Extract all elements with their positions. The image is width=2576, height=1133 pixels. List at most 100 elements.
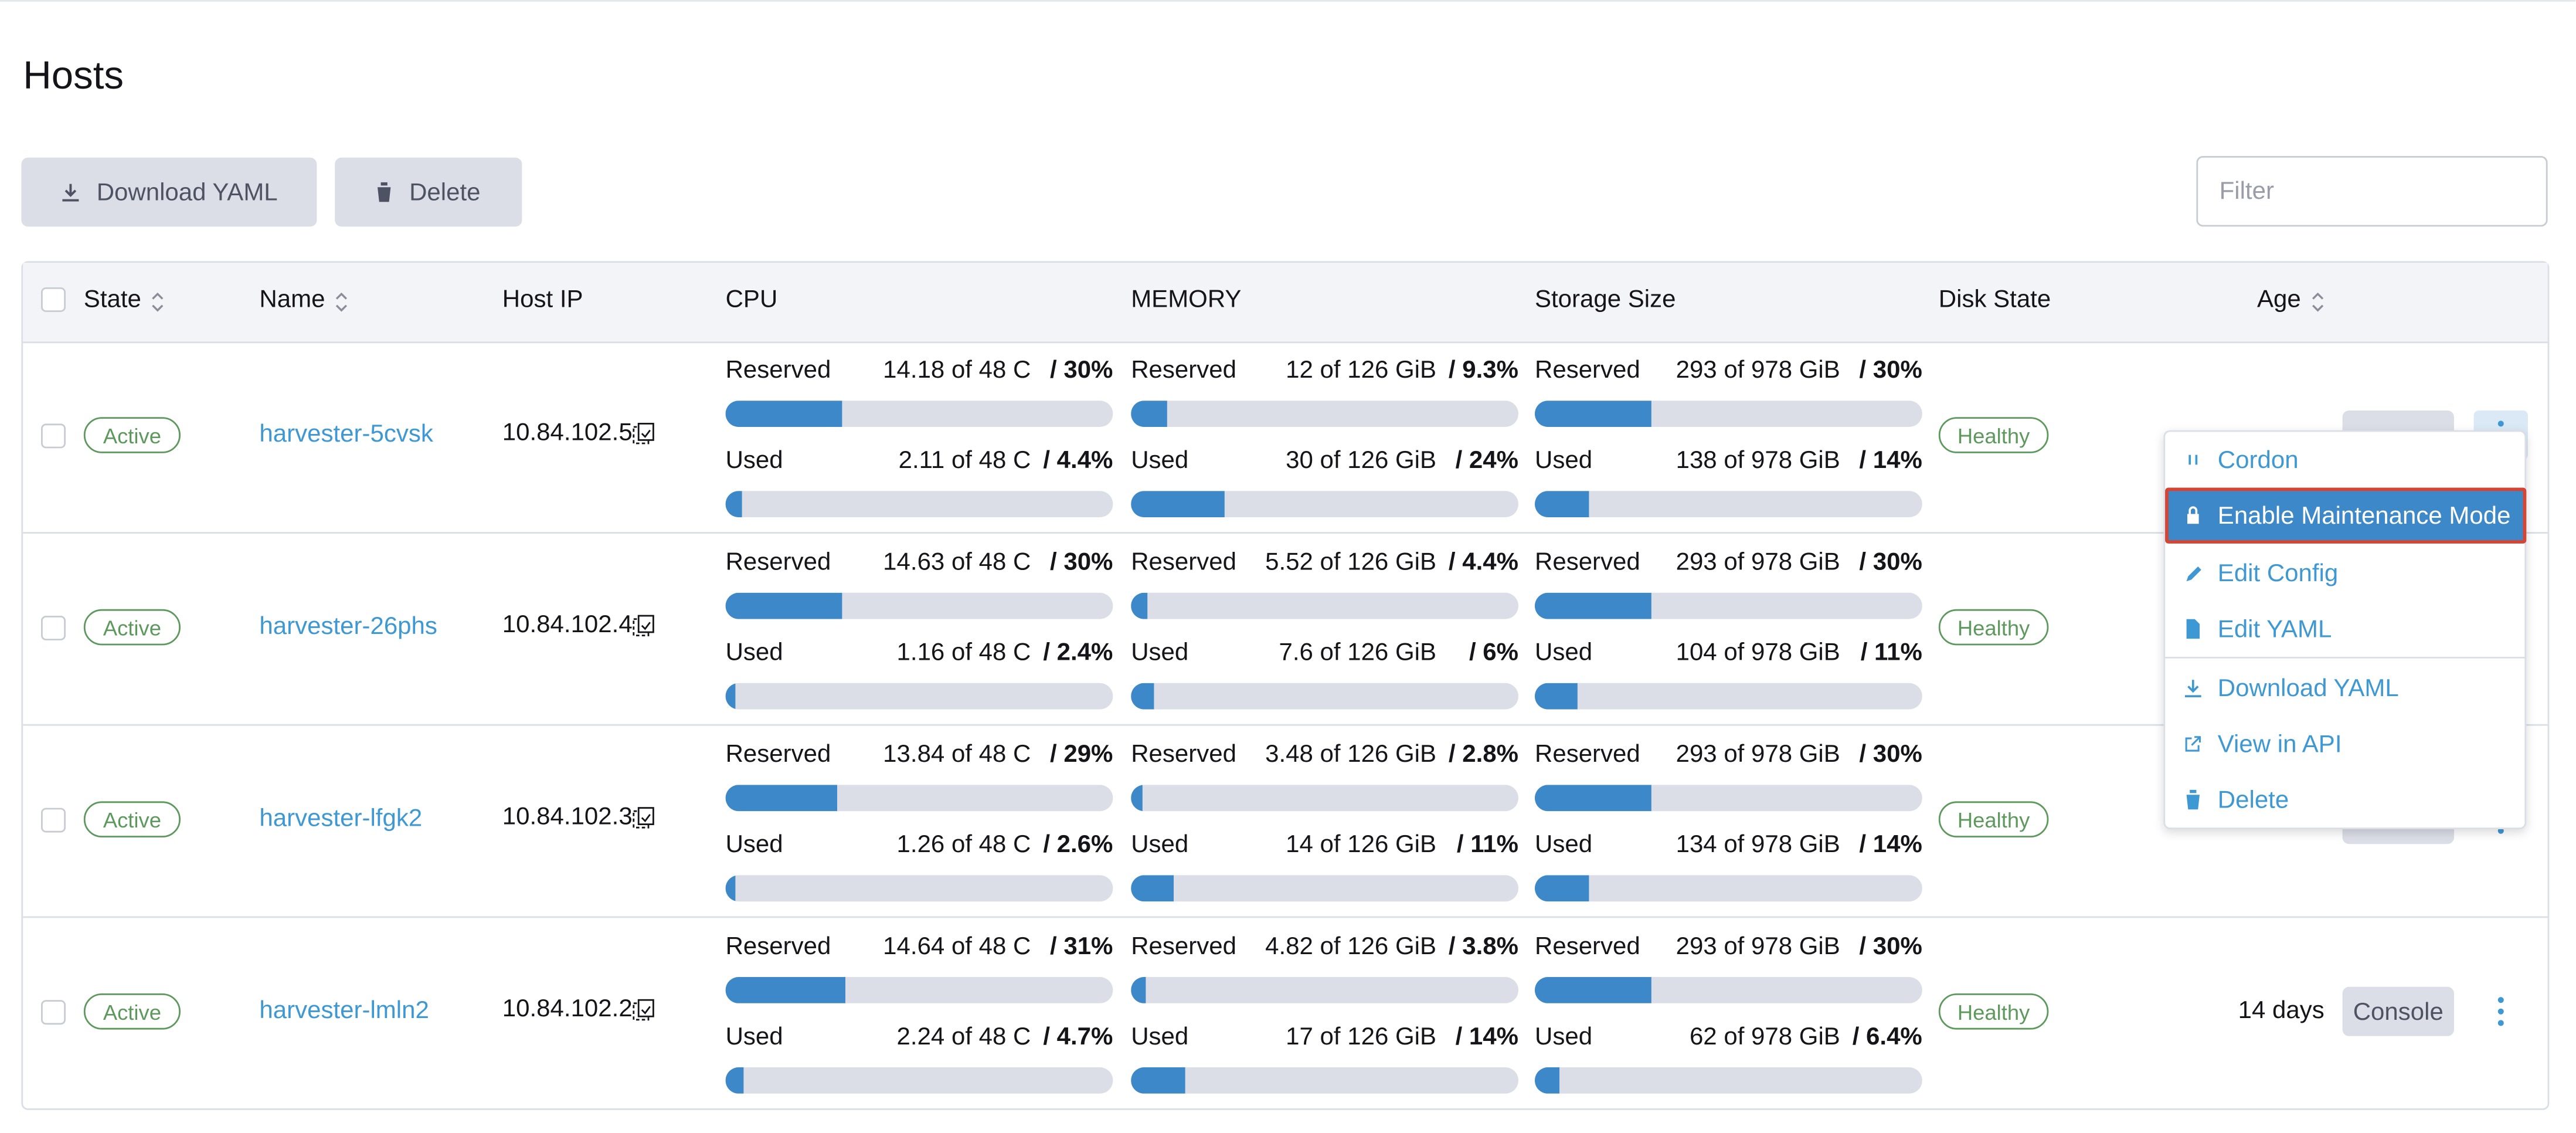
column-header: Storage Size xyxy=(1535,286,1676,314)
menu-item[interactable]: Cordon xyxy=(2165,432,2526,487)
state-badge: Active xyxy=(83,417,181,453)
host-ip: 10.84.102.4 xyxy=(502,611,655,639)
host-ip-text: 10.84.102.2 xyxy=(502,995,633,1023)
menu-item-label: Edit Config xyxy=(2217,559,2339,587)
host-name-link[interactable]: harvester-26phs xyxy=(259,612,437,640)
menu-item[interactable]: View in API xyxy=(2165,716,2526,772)
usage-bar-track xyxy=(1535,683,1922,710)
column-header: Disk State xyxy=(1939,286,2051,314)
usage-bar-track xyxy=(1535,491,1922,517)
usage-bar-fill xyxy=(725,491,743,517)
row-checkbox[interactable] xyxy=(41,423,66,449)
age: 14 days xyxy=(2238,996,2324,1025)
resource-percent: / 30% xyxy=(1859,932,1922,961)
usage-bar-fill xyxy=(1131,1067,1185,1094)
resource-percent: / 30% xyxy=(1049,548,1113,576)
resource-label: Reserved xyxy=(1131,356,1236,385)
download-yaml-button[interactable]: Download YAML xyxy=(21,157,317,227)
usage-bar-fill xyxy=(1535,491,1589,517)
usage-bar-fill xyxy=(1535,401,1651,427)
usage-bar-track xyxy=(1131,977,1518,1003)
resource-label: Used xyxy=(725,639,783,667)
resource-label: Reserved xyxy=(725,548,831,576)
copy-icon[interactable] xyxy=(633,613,655,636)
copy-icon[interactable] xyxy=(633,805,655,828)
host-name-link[interactable]: harvester-5cvsk xyxy=(259,420,433,449)
usage-bar-fill xyxy=(725,875,736,902)
host-name-link[interactable]: harvester-lfgk2 xyxy=(259,805,423,833)
host-ip-text: 10.84.102.5 xyxy=(502,419,633,447)
menu-icon xyxy=(2187,506,2199,524)
column-header-label: Disk State xyxy=(1938,286,2051,314)
resource-amount: 138 of 978 GiB xyxy=(1676,446,1840,475)
usage-bar-fill xyxy=(725,401,842,427)
column-header[interactable]: Age xyxy=(2257,286,2324,314)
resource-percent: / 3.8% xyxy=(1448,932,1518,961)
copy-icon[interactable] xyxy=(633,421,655,444)
select-all-checkbox[interactable] xyxy=(41,287,66,312)
resource-percent: / 11% xyxy=(1456,830,1518,859)
hosts-table xyxy=(21,261,2550,1110)
menu-item-label: View in API xyxy=(2217,730,2342,758)
menu-item[interactable]: Edit Config xyxy=(2165,545,2526,601)
usage-bar-fill xyxy=(1535,683,1578,710)
host-ip-text: 10.84.102.4 xyxy=(502,610,633,639)
menu-item[interactable]: Delete xyxy=(2165,772,2526,827)
menu-item[interactable]: Enable Maintenance Mode xyxy=(2165,487,2527,544)
button-label: Delete xyxy=(409,178,481,206)
row-checkbox[interactable] xyxy=(41,616,66,640)
usage-bar-fill xyxy=(1535,1067,1560,1094)
state-badge: Active xyxy=(83,801,181,837)
resource-amount: 104 of 978 GiB xyxy=(1676,639,1840,667)
resource-amount: 1.26 of 48 C xyxy=(896,830,1031,859)
resource-label: Used xyxy=(725,1023,783,1051)
delete-button[interactable]: Delete xyxy=(335,157,522,227)
resource-amount: 30 of 126 GiB xyxy=(1286,446,1436,475)
resource-label: Reserved xyxy=(1131,548,1236,576)
resource-percent: / 30% xyxy=(1859,740,1922,769)
resource-percent: / 11% xyxy=(1860,639,1922,667)
column-header[interactable]: Name xyxy=(259,286,348,314)
resource-amount: 134 of 978 GiB xyxy=(1676,830,1840,859)
usage-bar-track xyxy=(725,401,1113,427)
console-button[interactable]: Console xyxy=(2342,986,2454,1036)
copy-icon[interactable] xyxy=(633,998,655,1020)
menu-item[interactable]: Edit YAML xyxy=(2165,601,2526,657)
resource-label: Reserved xyxy=(1535,740,1640,769)
resource-percent: / 30% xyxy=(1859,356,1922,385)
resource-percent: / 2.8% xyxy=(1448,740,1518,769)
host-name-link[interactable]: harvester-lmln2 xyxy=(259,996,429,1025)
resource-label: Used xyxy=(725,446,783,475)
resource-percent: / 14% xyxy=(1859,446,1922,475)
row-divider xyxy=(23,916,2548,918)
kebab-menu[interactable] xyxy=(2474,987,2528,1036)
filter-input[interactable]: Filter xyxy=(2196,156,2548,227)
usage-bar-fill xyxy=(1535,592,1651,619)
resource-label: Used xyxy=(1131,446,1189,475)
button-label: Download YAML xyxy=(96,178,278,206)
resource-amount: 62 of 978 GiB xyxy=(1689,1023,1840,1051)
resource-amount: 293 of 978 GiB xyxy=(1676,356,1840,385)
menu-icon xyxy=(2184,789,2201,810)
resource-label: Used xyxy=(1131,639,1189,667)
usage-bar-track xyxy=(1131,683,1518,710)
row-checkbox[interactable] xyxy=(41,1000,66,1025)
resource-percent: / 4.7% xyxy=(1043,1023,1113,1051)
usage-bar-fill xyxy=(1131,683,1154,710)
resource-label: Reserved xyxy=(1131,740,1236,769)
row-checkbox[interactable] xyxy=(41,808,66,833)
column-header[interactable]: State xyxy=(84,286,164,314)
usage-bar-track xyxy=(725,785,1113,812)
menu-icon xyxy=(2186,566,2201,582)
usage-bar-track xyxy=(1535,1067,1922,1094)
usage-bar-fill xyxy=(1131,977,1146,1003)
usage-bar-fill xyxy=(725,785,838,812)
resource-percent: / 24% xyxy=(1455,446,1518,475)
download-icon xyxy=(62,184,79,202)
column-header-label: MEMORY xyxy=(1131,286,1242,314)
usage-bar-fill xyxy=(1535,977,1651,1003)
resource-percent: / 9.3% xyxy=(1448,356,1518,385)
resource-amount: 14.18 of 48 C xyxy=(883,356,1031,385)
menu-item[interactable]: Download YAML xyxy=(2165,660,2526,716)
resource-percent: / 6.4% xyxy=(1852,1023,1922,1051)
